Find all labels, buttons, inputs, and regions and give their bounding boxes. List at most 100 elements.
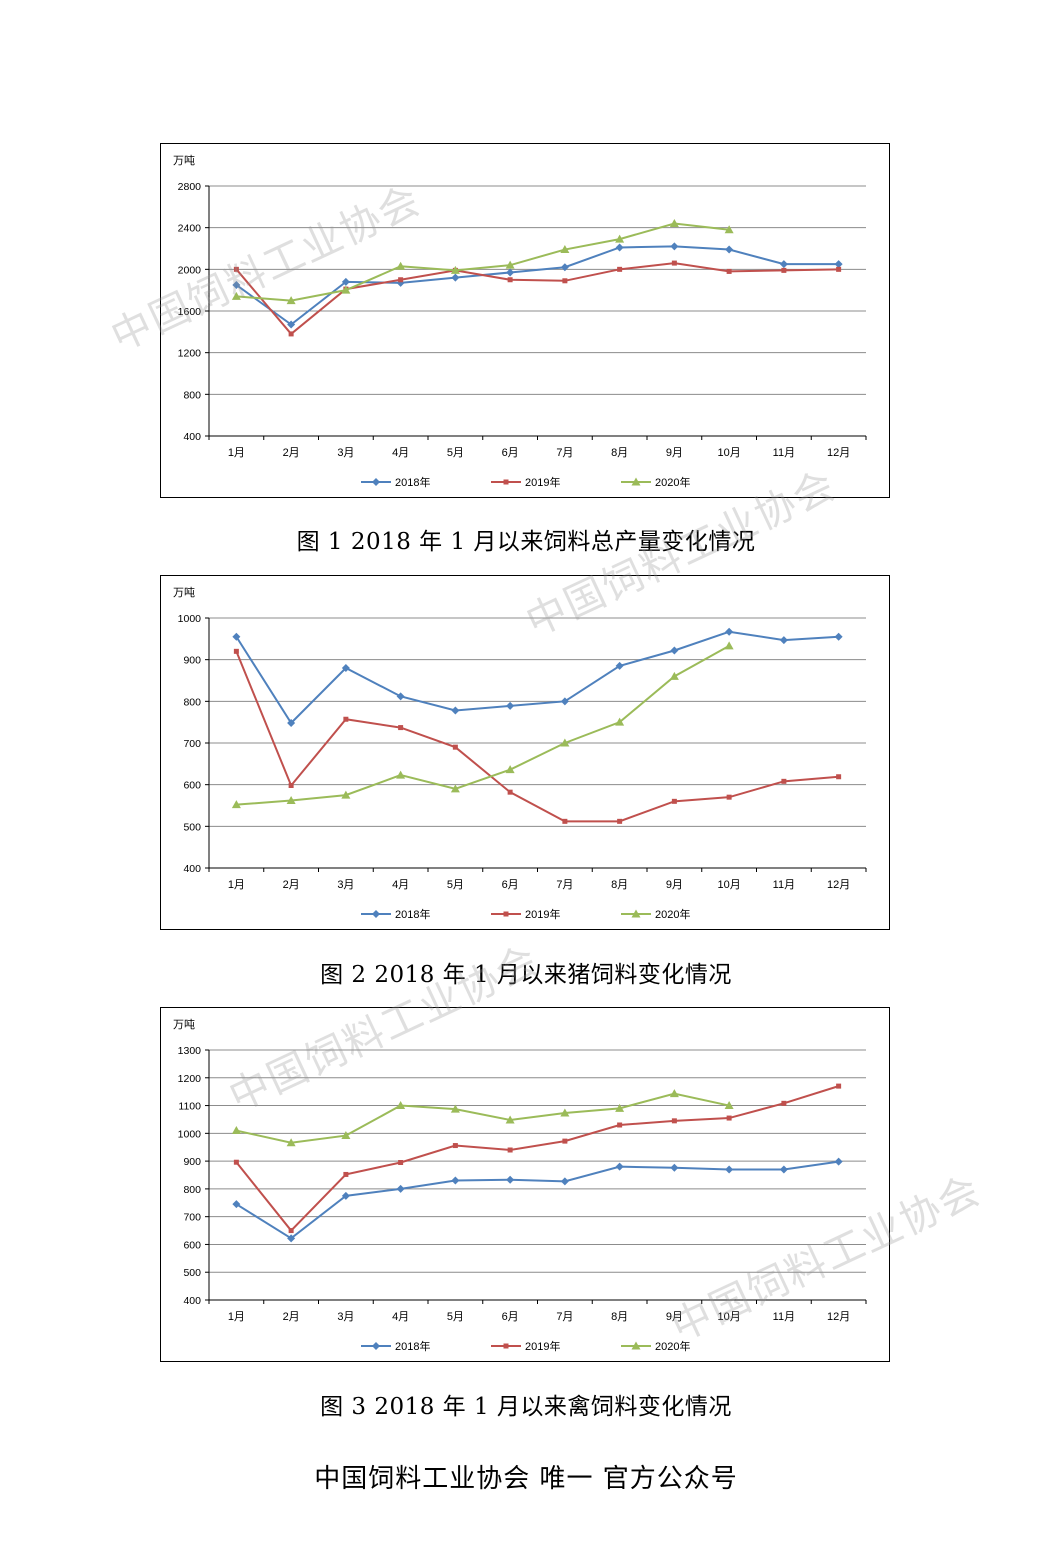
- x-tick-label: 9月: [666, 447, 683, 459]
- data-point: [562, 1138, 568, 1144]
- x-tick-label: 10月: [718, 1311, 741, 1323]
- data-point: [506, 268, 515, 277]
- legend-marker: [503, 911, 509, 917]
- y-tick-label: 1100: [178, 1101, 201, 1113]
- y-unit-label: 万吨: [173, 154, 195, 167]
- data-point: [506, 701, 515, 710]
- data-point: [779, 636, 788, 645]
- legend-marker: [372, 1342, 380, 1350]
- x-tick-label: 10月: [718, 447, 741, 459]
- data-point: [615, 661, 624, 670]
- series-line: [235, 1160, 839, 1240]
- x-tick-label: 2月: [283, 879, 300, 891]
- chart-svg: 万吨 400 500 600 700 800 900 1000 1100 1200 1300 1月 2月…: [173, 1018, 867, 1353]
- y-unit-label: 万吨: [173, 1018, 195, 1031]
- data-point: [396, 261, 406, 270]
- data-point: [724, 225, 734, 234]
- data-point: [396, 1184, 405, 1193]
- x-tick-label: 3月: [337, 879, 354, 891]
- data-point: [505, 1115, 515, 1124]
- data-point: [288, 1228, 294, 1234]
- data-point: [560, 245, 570, 254]
- data-point: [615, 243, 624, 252]
- data-point: [615, 717, 625, 726]
- data-point: [343, 716, 349, 722]
- legend-label: 2020年: [655, 1339, 690, 1353]
- data-point: [669, 1089, 679, 1098]
- y-tick-label: 1000: [178, 1128, 202, 1140]
- data-point: [834, 1157, 843, 1166]
- data-point: [726, 1115, 732, 1121]
- data-point: [834, 632, 843, 641]
- data-point: [726, 794, 732, 800]
- y-tick-label: 900: [183, 1156, 201, 1168]
- y-tick-label: 2800: [178, 181, 202, 193]
- data-point: [560, 1177, 569, 1186]
- y-unit-label: 万吨: [173, 586, 195, 599]
- legend-marker: [631, 1341, 641, 1350]
- series-line: [235, 650, 839, 823]
- y-tick-label: 1200: [178, 1073, 202, 1085]
- data-point: [507, 1147, 513, 1153]
- data-point: [287, 1234, 296, 1243]
- data-point: [781, 267, 787, 273]
- series-2020年: [231, 1089, 734, 1147]
- chart-pig-feed: 万吨 400 500 600 700 800 900 1000 1月 2月 3月 4月 5月 6月 7月 8月…: [160, 575, 890, 930]
- series-2018年: [232, 1157, 843, 1243]
- data-point: [725, 627, 734, 636]
- data-point: [779, 260, 788, 269]
- data-point: [725, 1165, 734, 1174]
- data-point: [233, 648, 239, 654]
- data-point: [671, 260, 677, 266]
- y-tick-label: 2000: [178, 264, 202, 276]
- x-tick-label: 11月: [773, 1311, 795, 1323]
- legend-label: 2019年: [525, 475, 560, 489]
- data-point: [725, 245, 734, 254]
- x-tick-label: 11月: [773, 447, 795, 459]
- y-tick-label: 800: [183, 389, 201, 401]
- legend-marker: [631, 477, 641, 486]
- data-point: [505, 765, 515, 774]
- data-point: [231, 291, 241, 300]
- data-point: [341, 664, 350, 672]
- data-point: [396, 692, 405, 701]
- x-tick-label: 7月: [556, 1311, 573, 1323]
- data-point: [288, 331, 294, 337]
- data-point: [341, 790, 351, 799]
- data-point: [671, 1118, 677, 1124]
- series-line: [236, 1092, 730, 1144]
- data-point: [398, 725, 404, 731]
- y-tick-label: 500: [183, 1267, 201, 1279]
- data-point: [507, 789, 513, 795]
- data-point: [286, 1138, 296, 1147]
- y-tick-label: 600: [183, 780, 201, 792]
- x-tick-label: 7月: [556, 447, 573, 459]
- data-point: [506, 1175, 515, 1184]
- x-tick-label: 3月: [337, 447, 354, 459]
- data-point: [834, 260, 843, 269]
- data-point: [286, 296, 296, 305]
- legend-label: 2019年: [525, 907, 560, 921]
- data-point: [451, 273, 460, 282]
- data-point: [398, 277, 404, 283]
- data-point: [398, 1160, 404, 1165]
- series-2018年: [232, 242, 843, 329]
- series-line: [235, 630, 839, 725]
- data-point: [560, 738, 570, 747]
- x-tick-label: 5月: [447, 447, 464, 459]
- y-tick-label: 400: [183, 863, 201, 875]
- data-point: [617, 1122, 623, 1128]
- y-tick-label: 700: [183, 738, 201, 750]
- data-point: [617, 818, 623, 824]
- x-tick-label: 4月: [392, 447, 409, 459]
- data-point: [836, 1083, 842, 1089]
- x-tick-label: 4月: [392, 879, 409, 891]
- data-point: [396, 770, 406, 779]
- data-point: [286, 796, 296, 804]
- legend-label: 2018年: [395, 1339, 430, 1353]
- chart-svg: 万吨 400 800 1200 1600 2000 2400 2800 1月 2月 3月 4月 5月 6月…: [173, 154, 867, 489]
- data-point: [232, 280, 241, 289]
- y-tick-label: 500: [183, 821, 201, 833]
- data-point: [726, 268, 732, 274]
- data-point: [671, 798, 677, 804]
